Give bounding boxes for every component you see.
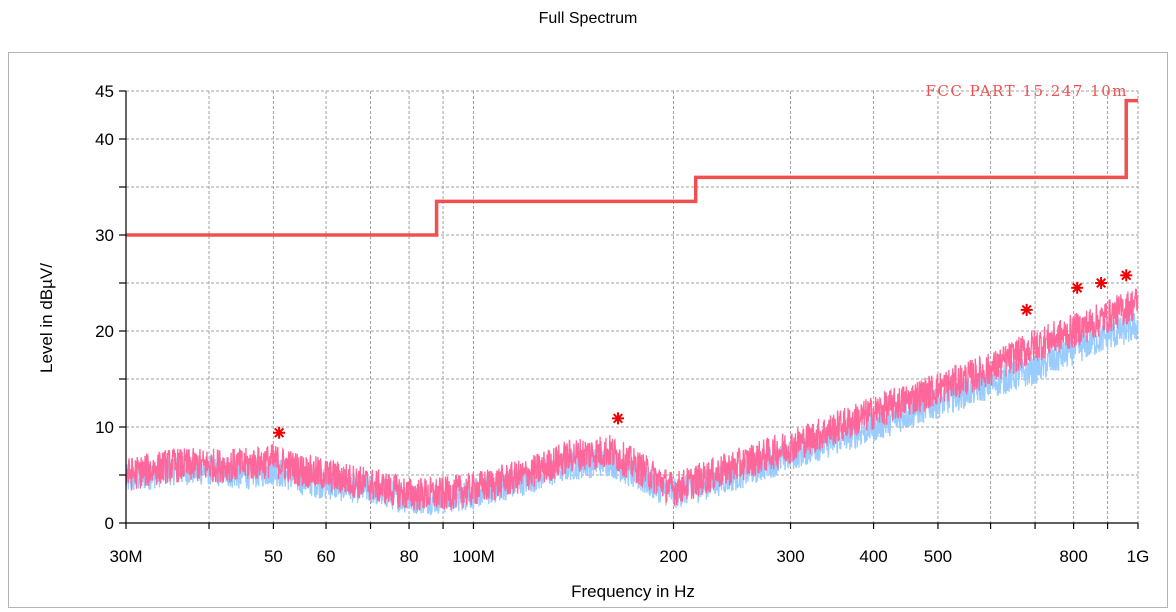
y-tick-label: 10 xyxy=(95,418,114,437)
x-tick-label: 300 xyxy=(776,547,804,566)
x-tick-label: 50 xyxy=(264,547,283,566)
x-tick-label: 400 xyxy=(859,547,887,566)
x-tick-label: 30M xyxy=(109,547,142,566)
x-axis-label: Frequency in Hz xyxy=(571,582,695,601)
x-tick-label: 800 xyxy=(1059,547,1087,566)
tick-labels: 30M 50 60 80 100M 200 300 400 500 800 1G 0 10 20 30 40 4… xyxy=(95,82,1149,566)
y-tick-label: 45 xyxy=(95,82,114,101)
x-tick-label: 80 xyxy=(400,547,419,566)
x-tick-label: 60 xyxy=(317,547,336,566)
y-tick-label: 30 xyxy=(95,226,114,245)
peak-marker xyxy=(1095,277,1108,289)
peak-marker xyxy=(611,412,624,425)
chart-title: Full Spectrum xyxy=(538,10,638,27)
peak-markers xyxy=(273,269,1133,439)
x-tick-label: 500 xyxy=(924,547,952,566)
limit-line-label: FCC PART 15.247 10m xyxy=(925,82,1128,100)
limit-line xyxy=(126,98,1138,237)
limit-line-group xyxy=(126,98,1138,237)
measurement-trace xyxy=(125,312,1139,516)
x-tick-label: 1G xyxy=(1127,547,1150,566)
x-tick-label: 200 xyxy=(659,547,687,566)
axes xyxy=(119,90,1139,529)
measurement-trace xyxy=(125,288,1139,511)
peak-marker xyxy=(1020,303,1033,316)
peak-marker xyxy=(1071,281,1084,294)
peak-marker xyxy=(1120,269,1133,282)
y-tick-label: 0 xyxy=(105,514,114,533)
peak-marker xyxy=(273,426,286,439)
measurement-traces xyxy=(125,288,1139,516)
plot-frame xyxy=(8,52,1168,608)
y-tick-label: 40 xyxy=(95,130,114,149)
x-tick-label: 100M xyxy=(452,547,495,566)
y-tick-label: 20 xyxy=(95,322,114,341)
